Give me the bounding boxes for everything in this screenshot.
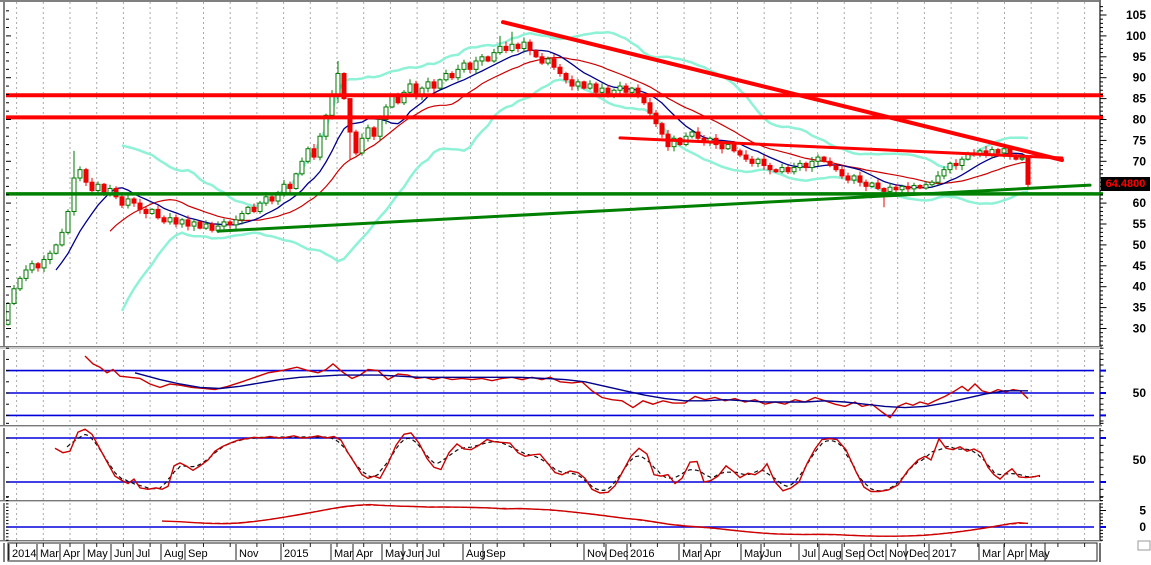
date-axis[interactable] xyxy=(6,543,1100,561)
date-label: Apr xyxy=(704,548,721,560)
price-tick-label: 75 xyxy=(1133,133,1147,147)
date-label: Jun xyxy=(406,548,424,560)
price-tick-label: 35 xyxy=(1133,301,1147,315)
date-label: Jul xyxy=(802,548,816,560)
date-label: 2015 xyxy=(284,548,308,560)
indicator-axis-label: 5 xyxy=(1139,504,1146,518)
date-label: Mar xyxy=(334,548,353,560)
date-label: Dec xyxy=(909,548,929,560)
indicator-axis-label: 50 xyxy=(1133,453,1147,467)
date-label: May xyxy=(744,548,765,560)
date-label: 2014 xyxy=(12,548,36,560)
date-label: Mar xyxy=(682,548,701,560)
date-label: Aug xyxy=(164,548,184,560)
date-label: Nov xyxy=(239,548,259,560)
date-label: Sep xyxy=(188,548,208,560)
price-tick-label: 60 xyxy=(1133,196,1147,210)
price-tick-label: 70 xyxy=(1133,154,1147,168)
last-price-badge: 64.4800 xyxy=(1101,177,1150,191)
date-label: Sep xyxy=(845,548,865,560)
date-label: May xyxy=(385,548,406,560)
price-tick-label: 80 xyxy=(1133,113,1147,127)
date-label: Dec xyxy=(609,548,629,560)
date-label: Jun xyxy=(114,548,132,560)
price-tick-label: 55 xyxy=(1133,217,1147,231)
price-tick-label: 85 xyxy=(1133,92,1147,106)
date-label: Jul xyxy=(136,548,150,560)
date-label: May xyxy=(1029,548,1050,560)
date-label: Apr xyxy=(356,548,373,560)
date-label: Sep xyxy=(486,548,506,560)
date-label: May xyxy=(87,548,108,560)
indicator-panel-momentum[interactable] xyxy=(6,350,1100,425)
date-label: Mar xyxy=(40,548,59,560)
price-tick-label: 30 xyxy=(1133,322,1147,336)
date-label: Apr xyxy=(1007,548,1024,560)
date-label: Oct xyxy=(867,548,884,560)
date-label: 2017 xyxy=(932,548,956,560)
price-tick-label: 100 xyxy=(1126,29,1146,43)
main-price-panel[interactable] xyxy=(6,2,1100,346)
date-label: Apr xyxy=(63,548,80,560)
indicator-axis-label: 0 xyxy=(1139,520,1146,534)
indicator-panel-macd[interactable] xyxy=(6,503,1100,540)
date-label: Jul xyxy=(426,548,440,560)
price-tick-label: 45 xyxy=(1133,259,1147,273)
date-label: Aug xyxy=(466,548,486,560)
price-tick-label: 95 xyxy=(1133,50,1147,64)
indicator-axis-label: 50 xyxy=(1133,386,1147,400)
date-label: Aug xyxy=(822,548,842,560)
price-tick-label: 90 xyxy=(1133,71,1147,85)
date-label: Jun xyxy=(764,548,782,560)
price-tick-label: 105 xyxy=(1126,8,1146,22)
price-tick-label: 40 xyxy=(1133,280,1147,294)
date-label: Nov xyxy=(587,548,607,560)
date-label: Mar xyxy=(982,548,1001,560)
date-label: 2016 xyxy=(630,548,654,560)
date-label: Nov xyxy=(889,548,909,560)
indicator-panel-stochastic[interactable] xyxy=(6,428,1100,500)
price-tick-label: 50 xyxy=(1133,238,1147,252)
